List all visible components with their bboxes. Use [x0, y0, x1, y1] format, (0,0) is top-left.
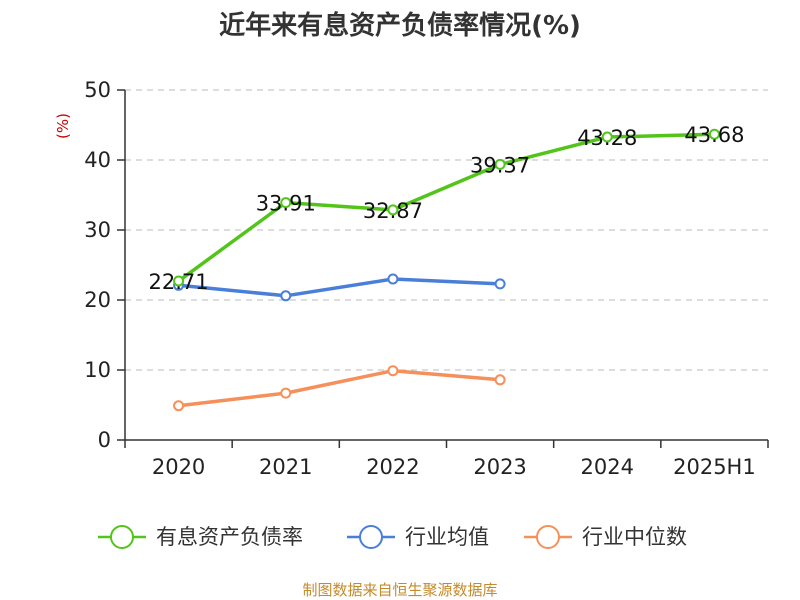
- legend-label: 行业均值: [405, 525, 489, 549]
- data-label: 43.28: [577, 126, 637, 150]
- legend-item-1[interactable]: 行业均值: [347, 525, 489, 549]
- legend-marker-icon: [359, 525, 383, 549]
- series-line-1: [176, 277, 502, 298]
- data-point: [494, 374, 506, 386]
- data-label: 32.87: [363, 199, 423, 223]
- data-point: [280, 290, 292, 302]
- series-lines: [173, 128, 720, 412]
- data-point: [280, 197, 292, 209]
- legend-marker-icon: [536, 525, 560, 549]
- data-point: [387, 273, 399, 285]
- y-tick-label: 10: [84, 358, 111, 382]
- x-tick-label: 2020: [152, 455, 205, 479]
- legend: 有息资产负债率 行业均值 行业中位数: [98, 525, 687, 549]
- series-line-0: [176, 132, 717, 283]
- source-note: 制图数据来自恒生聚源数据库: [302, 581, 497, 599]
- x-tick-label: 2021: [259, 455, 312, 479]
- legend-marker-icon: [110, 525, 134, 549]
- data-point: [173, 400, 185, 412]
- y-tick-label: 20: [84, 288, 111, 312]
- y-tick-label: 50: [84, 78, 111, 102]
- data-point: [601, 131, 613, 143]
- chart-title: 近年来有息资产负债率情况(%): [219, 10, 581, 41]
- x-tick-label: 2025H1: [673, 455, 756, 479]
- data-point: [494, 278, 506, 290]
- data-point: [494, 158, 506, 170]
- y-axis-unit: (%): [54, 113, 72, 139]
- data-point: [387, 204, 399, 216]
- data-point: [708, 128, 720, 140]
- x-tick-label: 2024: [581, 455, 634, 479]
- legend-label: 行业中位数: [582, 525, 687, 549]
- data-label: 43.68: [684, 123, 744, 147]
- data-labels: 22.71 33.91 32.87 39.37 43.28 43.68: [149, 123, 745, 294]
- x-tick-label: 2023: [473, 455, 526, 479]
- data-label: 33.91: [256, 192, 316, 216]
- data-label: 39.37: [470, 153, 530, 177]
- grid-lines: [125, 89, 768, 371]
- data-point: [387, 365, 399, 377]
- data-point: [280, 387, 292, 399]
- legend-item-0[interactable]: 有息资产负债率: [98, 525, 303, 549]
- legend-item-2[interactable]: 行业中位数: [524, 525, 687, 549]
- data-label: 22.71: [149, 270, 209, 294]
- y-tick-label: 40: [84, 148, 111, 172]
- data-point: [173, 275, 185, 287]
- y-tick-label: 30: [84, 218, 111, 242]
- series-line-2: [176, 368, 502, 408]
- axes: 0 10 20 30 40 50 2020 2021 2022 2023 2024 2025H1: [84, 78, 769, 479]
- x-tick-label: 2022: [366, 455, 419, 479]
- legend-label: 有息资产负债率: [156, 525, 303, 549]
- y-tick-label: 0: [98, 428, 111, 452]
